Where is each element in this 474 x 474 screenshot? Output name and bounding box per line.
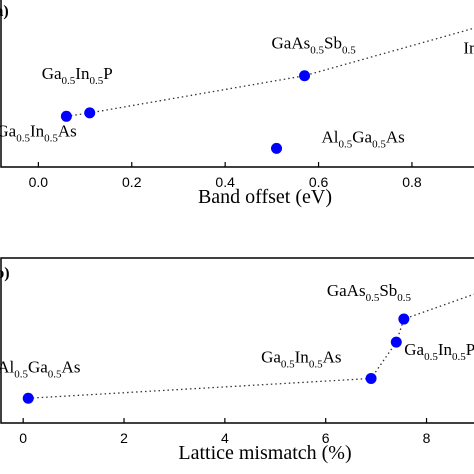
label-part: Ga xyxy=(404,340,424,359)
label-part: GaAs xyxy=(272,34,311,53)
x-tick-label: 4 xyxy=(221,430,229,446)
point-label: Ga0.5In0.5As xyxy=(261,347,341,370)
panel-label: (a) xyxy=(0,3,9,20)
x-axis-label: Band offset (eV) xyxy=(198,186,332,208)
label-part: Ga xyxy=(28,357,48,376)
label-part: 0.5 xyxy=(310,45,324,57)
label-part: In xyxy=(463,38,474,57)
label-part: 0.5 xyxy=(342,45,356,57)
data-point xyxy=(390,336,402,348)
x-tick-label: 2 xyxy=(120,430,128,446)
x-tick-label: 0.4 xyxy=(215,174,235,190)
label-part: 0.5 xyxy=(16,132,30,144)
data-point xyxy=(60,110,72,122)
plot-frame xyxy=(0,257,474,424)
label-part: 0.5 xyxy=(309,358,323,370)
panel-label: (b) xyxy=(0,265,10,282)
label-part: As xyxy=(323,347,342,366)
label-part: In xyxy=(438,340,453,359)
label-part: 0.5 xyxy=(48,368,62,380)
label-part: Al xyxy=(0,357,15,376)
label-part: 0.5 xyxy=(44,132,58,144)
label-part: 0.5 xyxy=(89,75,103,87)
label-part: 0.5 xyxy=(397,292,411,304)
data-point xyxy=(84,107,96,119)
label-part: 0.5 xyxy=(339,138,353,150)
plot-frame xyxy=(0,0,474,168)
label-part: 0.5 xyxy=(366,292,380,304)
label-part: P xyxy=(466,340,474,359)
label-part: Sb xyxy=(324,34,342,53)
data-point xyxy=(299,70,311,82)
x-tick-label: 0.6 xyxy=(309,174,329,190)
label-part: Ga xyxy=(42,64,62,83)
point-label: GaAs0.5Sb0.5 xyxy=(272,34,357,57)
label-part: As xyxy=(62,357,81,376)
x-tick-label: 6 xyxy=(322,430,330,446)
data-point xyxy=(365,372,377,384)
label-part: In xyxy=(75,64,90,83)
label-part: Al xyxy=(322,127,339,146)
x-tick-label: 0.2 xyxy=(122,174,142,190)
x-tick-label: 0 xyxy=(19,430,27,446)
label-part: 0.5 xyxy=(14,368,28,380)
data-point xyxy=(22,392,34,404)
x-axis-label: Lattice mismatch (%) xyxy=(178,442,351,464)
data-point xyxy=(398,313,410,325)
label-part: As xyxy=(386,127,405,146)
label-part: In xyxy=(30,121,45,140)
label-part: 0.5 xyxy=(452,351,466,363)
label-part: 0.5 xyxy=(281,358,295,370)
label-part: P xyxy=(103,64,112,83)
label-part: 0.5 xyxy=(62,75,76,87)
label-part: Sb xyxy=(379,281,397,300)
x-tick-label: 8 xyxy=(423,430,431,446)
point-label: Al0.5Ga0.5As xyxy=(0,357,80,380)
label-part: 0.5 xyxy=(424,351,438,363)
point-label: Ga0.5In0.5P xyxy=(404,340,474,363)
x-tick-label: 0.0 xyxy=(29,174,49,190)
label-part: Ga xyxy=(352,127,372,146)
x-tick-label: 0.8 xyxy=(402,174,422,190)
label-part: Ga xyxy=(0,121,17,140)
point-label: GaAs0.5Sb0.5 xyxy=(327,281,412,304)
point-label: Ga0.5In0.5As xyxy=(0,121,77,144)
point-label: Ga0.5In0.5P xyxy=(42,64,113,87)
label-part: GaAs xyxy=(327,281,366,300)
label-part: Ga xyxy=(261,347,281,366)
point-label: Al0.5Ga0.5As xyxy=(322,127,405,150)
point-label: In xyxy=(463,38,474,57)
label-part: In xyxy=(295,347,310,366)
label-part: 0.5 xyxy=(372,138,386,150)
label-part: As xyxy=(58,121,77,140)
connector-line xyxy=(66,27,474,117)
data-point xyxy=(271,142,283,154)
